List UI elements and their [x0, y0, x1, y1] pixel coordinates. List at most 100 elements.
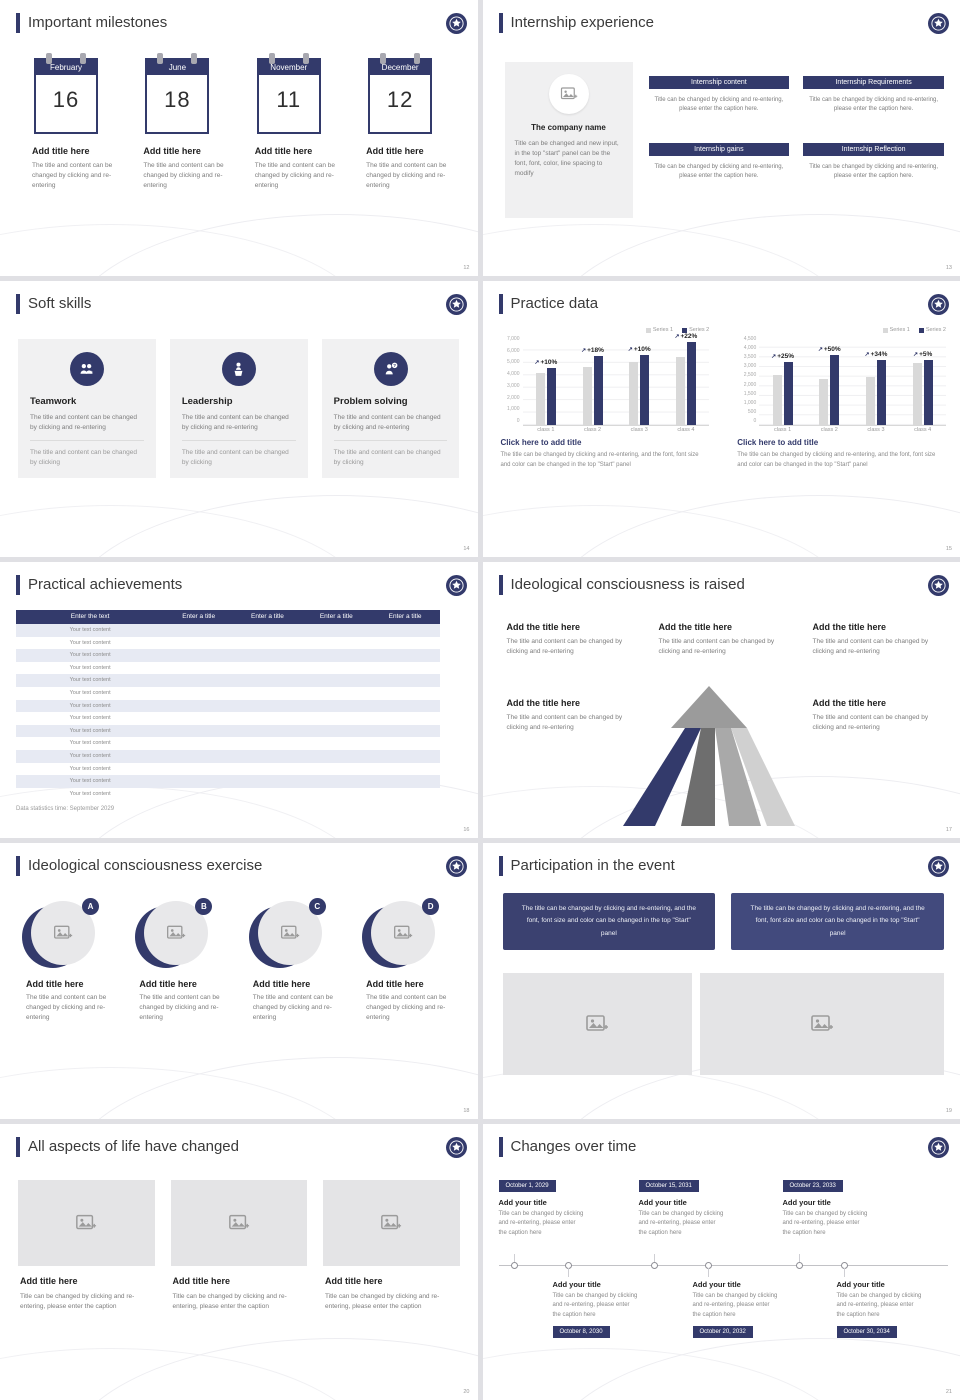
- bar-series-1: [912, 363, 922, 425]
- slide-title: Soft skills: [16, 294, 91, 314]
- skill-card-problem-solving: ? Problem solving The title and content …: [321, 339, 460, 479]
- table-cell: Your text content: [69, 790, 111, 797]
- table-cell: [371, 763, 440, 776]
- chart-plot: ↗+25% class 1 ↗+50% class 2 ↗+34% class 3 ↗+5%…: [759, 338, 946, 433]
- letter-badge: B: [195, 898, 213, 915]
- slide-title: Ideological consciousness is raised: [498, 575, 745, 595]
- bar-series-2: [686, 341, 696, 425]
- table-header-cell: Enter a title: [388, 613, 422, 620]
- milestone-item: June 18 Add title here The title and con…: [143, 53, 230, 191]
- table-cell: [164, 637, 233, 650]
- table-row: Your text content: [16, 674, 440, 687]
- timeline-connector: [707, 1268, 709, 1277]
- growth-arrow-icon: ↗: [581, 348, 587, 355]
- title-block: Add the title here The title and content…: [507, 622, 639, 657]
- table-cell: [302, 662, 371, 675]
- company-photo-placeholder: [548, 74, 589, 114]
- bar-group: ↗+5% class 4: [912, 338, 933, 433]
- item-title: Add the title here: [812, 698, 887, 708]
- divider: [333, 440, 448, 442]
- growth-arrow-icon: ↗: [913, 352, 919, 359]
- table-body: Your text content Your text content Your…: [16, 624, 440, 800]
- table-cell: [371, 649, 440, 662]
- slide-21-changes-over-time[interactable]: Changes over time October 1, 2029 Add yo…: [482, 1124, 960, 1400]
- internship-block: Internship content Title can be changed …: [648, 76, 790, 115]
- timeline-item: October 23, 2033 Add your title Title ca…: [782, 1174, 895, 1238]
- bar-series-2: [640, 355, 650, 425]
- growth-arrow-icon: ↗: [771, 354, 777, 361]
- x-axis-label: class 3: [630, 427, 648, 433]
- timeline-item: Add your title Title can be changed by c…: [552, 1280, 665, 1338]
- table-cell: [371, 674, 440, 687]
- table-cell: [233, 700, 302, 713]
- y-axis-tick: 6,000: [506, 347, 520, 354]
- slide-14-soft-skills[interactable]: Soft skills Teamwork The title and conte…: [0, 281, 478, 557]
- skill-title: Teamwork: [30, 396, 77, 407]
- school-logo-icon: [928, 1137, 949, 1158]
- chart-panels: Series 1 Series 2 7,000 6,000 5,000 4,000 3,0…: [500, 327, 946, 470]
- page-number: 21: [945, 1389, 952, 1395]
- skill-subtext: The title and content can be changed by …: [30, 449, 137, 467]
- slide-17-ideological-consciousness-raised[interactable]: Ideological consciousness is raised Add …: [482, 562, 960, 838]
- slide-12-important-milestones[interactable]: Important milestones February 16 Add tit…: [0, 0, 478, 276]
- item-caption: The title and content can be changed by …: [139, 994, 220, 1022]
- table-cell: Your text content: [69, 752, 111, 759]
- table-cell: [233, 712, 302, 725]
- item-title: Add your title: [692, 1280, 741, 1289]
- achievements-table: Enter the text Enter a title Enter a tit…: [16, 610, 440, 800]
- date-chip: October 20, 2032: [692, 1325, 753, 1338]
- problem-solving-icon: ?: [373, 352, 408, 386]
- slide-16-practical-achievements[interactable]: Practical achievements Enter the text En…: [0, 562, 478, 838]
- table-cell: Your text content: [69, 702, 111, 709]
- table-cell: [233, 750, 302, 763]
- skill-text: The title and content can be changed by …: [181, 414, 289, 432]
- image-placeholder-icon: [560, 87, 577, 100]
- calendar-month: November: [258, 60, 319, 75]
- bar-series-1: [772, 374, 782, 425]
- item-caption: Title can be changed by clicking and re-…: [638, 1211, 724, 1236]
- slide-title: Changes over time: [498, 1137, 636, 1157]
- table-cell: [371, 637, 440, 650]
- page-number: 20: [463, 1389, 470, 1395]
- y-axis-tick: 3,500: [743, 354, 757, 361]
- item-title: Add title here: [254, 146, 313, 156]
- table-cell: [164, 624, 233, 637]
- item-title: Add your title: [782, 1198, 831, 1207]
- table-cell: [164, 725, 233, 738]
- slide-13-internship-experience[interactable]: Internship experience The company name T…: [482, 0, 960, 276]
- letter-badge: D: [422, 898, 440, 915]
- table-header-cell: Enter a title: [251, 613, 284, 620]
- table-cell: [371, 624, 440, 637]
- chart-area: 7,000 6,000 5,000 4,000 3,000 2,000 1,000 0 ↗+1…: [501, 333, 710, 433]
- slide-18-ideological-consciousness-exercise[interactable]: Ideological consciousness exercise A Add…: [0, 843, 478, 1119]
- image-placeholder-icon: [280, 925, 299, 939]
- date-chip: October 8, 2030: [552, 1325, 610, 1338]
- slide-header: Practice data: [498, 294, 949, 315]
- slide-20-all-aspects-changed[interactable]: All aspects of life have changed Add tit…: [0, 1124, 478, 1400]
- card-body: Add title here Title can be changed by c…: [18, 1266, 155, 1312]
- item-caption: The title and content can be changed by …: [812, 638, 929, 656]
- y-axis-tick: 5,000: [506, 359, 520, 366]
- event-text-box: The title can be changed by clicking and…: [502, 893, 716, 951]
- bar-series-1: [865, 376, 875, 425]
- timeline-item: October 1, 2029 Add your title Title can…: [498, 1174, 611, 1238]
- table-cell: [233, 687, 302, 700]
- page-number: 15: [945, 546, 952, 552]
- bar-series-1: [629, 361, 639, 425]
- y-axis-tick: 2,500: [743, 372, 757, 379]
- timeline-node: [795, 1261, 803, 1269]
- slide-title: Practical achievements: [16, 575, 182, 595]
- slide-15-practice-data[interactable]: Practice data Series 1 Series 2 7,000 6,00…: [482, 281, 960, 557]
- calendar-month: December: [370, 60, 431, 75]
- chart-caption: The title can be changed by clicking and…: [500, 452, 699, 468]
- slide-19-participation-in-event[interactable]: Participation in the event The title can…: [482, 843, 960, 1119]
- calendar-ring-icon: [46, 53, 52, 64]
- table-header-row: Enter the text Enter a title Enter a tit…: [16, 610, 440, 624]
- bar-group: ↗+34% class 3: [865, 338, 888, 433]
- exercise-item: D Add title here The title and content c…: [362, 898, 463, 1023]
- table-cell: [164, 700, 233, 713]
- life-card: Add title here Title can be changed by c…: [18, 1180, 155, 1312]
- x-axis-label: class 1: [774, 427, 792, 433]
- milestone-list: February 16 Add title here The title and…: [32, 53, 454, 191]
- image-placeholder-icon: [381, 1214, 402, 1230]
